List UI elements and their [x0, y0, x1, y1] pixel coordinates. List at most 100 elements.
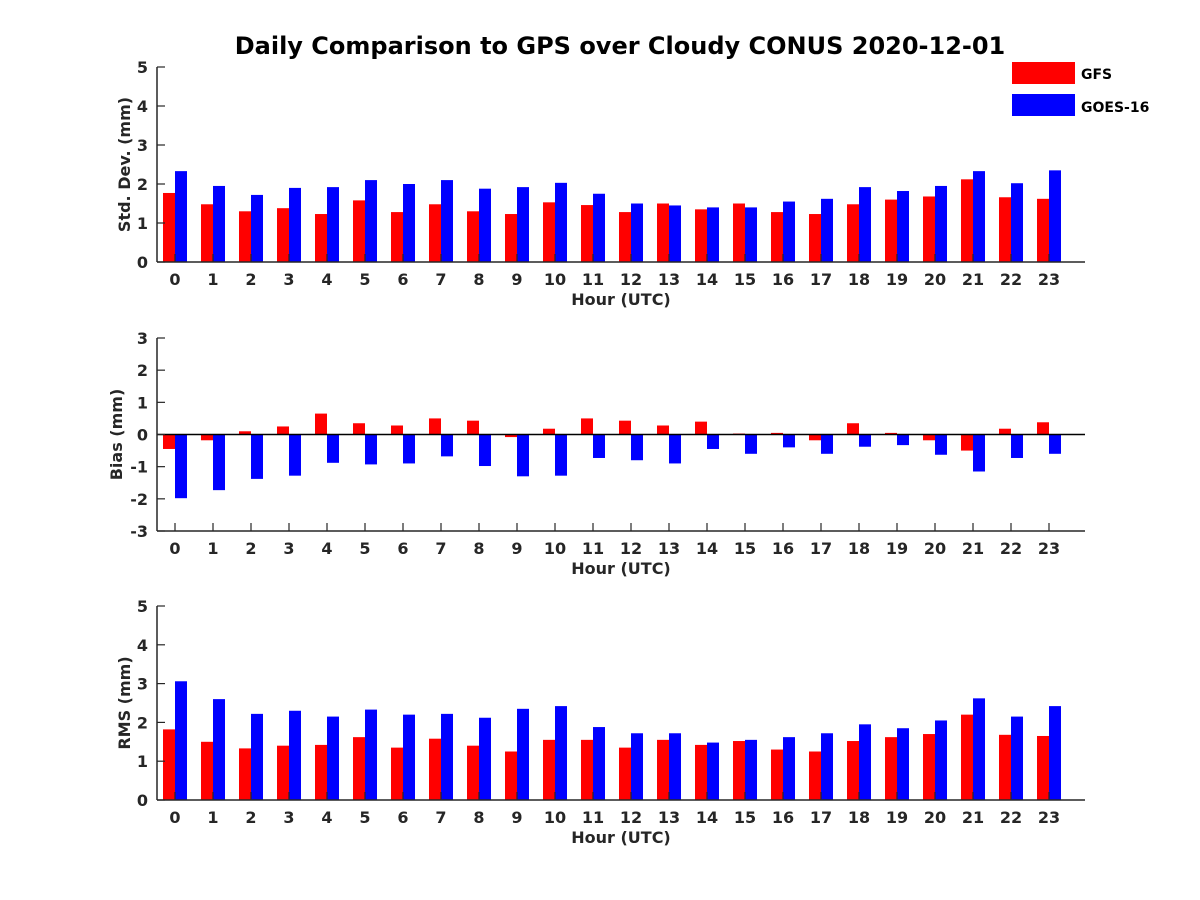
bar-gfs-hour-4 — [315, 744, 327, 800]
bar-gfs-hour-20 — [923, 434, 935, 441]
x-tick-label: 9 — [511, 539, 522, 558]
bar-goes-16-hour-7 — [441, 180, 453, 262]
bar-goes-16-hour-3 — [289, 187, 301, 262]
x-tick-label: 10 — [544, 808, 566, 827]
bar-goes-16-hour-14 — [707, 742, 719, 800]
bar-goes-16-hour-17 — [821, 198, 833, 262]
x-tick-label: 8 — [473, 539, 484, 558]
bar-gfs-hour-16 — [771, 212, 783, 262]
bar-gfs-hour-23 — [1037, 422, 1049, 435]
x-tick-label: 7 — [435, 808, 446, 827]
x-tick-label: 9 — [511, 270, 522, 289]
bar-gfs-hour-15 — [733, 203, 745, 262]
y-tick-label: 4 — [137, 97, 148, 116]
bar-gfs-hour-10 — [543, 428, 555, 435]
legend-label-gfs: GFS — [1081, 67, 1112, 83]
y-axis-label: Bias (mm) — [107, 389, 126, 481]
x-tick-label: 2 — [245, 270, 256, 289]
bar-goes-16-hour-8 — [479, 188, 491, 262]
x-tick-label: 20 — [924, 270, 946, 289]
bar-goes-16-hour-0 — [175, 681, 187, 800]
x-axis-label: Hour (UTC) — [571, 828, 671, 847]
bar-goes-16-hour-21 — [973, 698, 985, 800]
x-tick-label: 3 — [283, 270, 294, 289]
x-tick-label: 19 — [886, 808, 908, 827]
bar-gfs-hour-15 — [733, 741, 745, 800]
bar-gfs-hour-22 — [999, 428, 1011, 435]
bar-goes-16-hour-13 — [669, 434, 681, 464]
bar-gfs-hour-6 — [391, 212, 403, 262]
x-tick-label: 16 — [772, 270, 794, 289]
x-tick-label: 18 — [848, 270, 870, 289]
y-tick-label: 0 — [137, 426, 148, 445]
x-tick-label: 10 — [544, 539, 566, 558]
x-tick-label: 18 — [848, 808, 870, 827]
x-tick-label: 17 — [810, 539, 832, 558]
x-tick-label: 6 — [397, 808, 408, 827]
x-tick-label: 21 — [962, 539, 984, 558]
x-tick-label: 22 — [1000, 270, 1022, 289]
bar-goes-16-hour-21 — [973, 171, 985, 262]
bar-goes-16-hour-2 — [251, 713, 263, 800]
y-tick-label: 3 — [137, 675, 148, 694]
bar-goes-16-hour-4 — [327, 434, 339, 463]
bar-goes-16-hour-10 — [555, 434, 567, 476]
bar-gfs-hour-19 — [885, 432, 897, 435]
x-tick-label: 20 — [924, 808, 946, 827]
bar-goes-16-hour-8 — [479, 434, 491, 467]
bar-goes-16-hour-3 — [289, 710, 301, 800]
x-tick-label: 23 — [1038, 539, 1060, 558]
bar-goes-16-hour-23 — [1049, 434, 1061, 454]
bar-goes-16-hour-11 — [593, 193, 605, 262]
bar-goes-16-hour-15 — [745, 739, 757, 800]
y-tick-label: 3 — [137, 329, 148, 348]
x-tick-label: 15 — [734, 808, 756, 827]
bar-goes-16-hour-16 — [783, 434, 795, 448]
bar-gfs-hour-17 — [809, 751, 821, 800]
bar-goes-16-hour-16 — [783, 201, 795, 262]
x-tick-label: 8 — [473, 270, 484, 289]
bar-goes-16-hour-22 — [1011, 434, 1023, 458]
bar-goes-16-hour-6 — [403, 434, 415, 464]
bar-gfs-hour-17 — [809, 214, 821, 262]
bar-goes-16-hour-5 — [365, 434, 377, 465]
legend-swatch-goes16 — [1012, 94, 1075, 116]
y-tick-label: 1 — [137, 393, 148, 412]
bar-gfs-hour-19 — [885, 737, 897, 800]
x-tick-label: 7 — [435, 539, 446, 558]
x-tick-label: 22 — [1000, 539, 1022, 558]
x-tick-label: 12 — [620, 808, 642, 827]
x-tick-label: 16 — [772, 539, 794, 558]
bar-gfs-hour-23 — [1037, 735, 1049, 800]
bar-goes-16-hour-7 — [441, 713, 453, 800]
x-axis-label: Hour (UTC) — [571, 290, 671, 309]
bar-gfs-hour-4 — [315, 413, 327, 435]
bar-gfs-hour-10 — [543, 739, 555, 800]
bar-goes-16-hour-12 — [631, 434, 643, 461]
x-tick-label: 6 — [397, 270, 408, 289]
bar-gfs-hour-21 — [961, 179, 973, 262]
x-tick-label: 4 — [321, 808, 332, 827]
bar-goes-16-hour-9 — [517, 708, 529, 800]
bar-gfs-hour-0 — [163, 434, 175, 449]
bar-gfs-hour-16 — [771, 432, 783, 435]
bar-gfs-hour-9 — [505, 434, 517, 438]
chart-title: Daily Comparison to GPS over Cloudy CONU… — [235, 32, 1006, 60]
x-tick-label: 3 — [283, 808, 294, 827]
bar-gfs-hour-11 — [581, 739, 593, 800]
x-tick-label: 19 — [886, 539, 908, 558]
bar-goes-16-hour-23 — [1049, 706, 1061, 800]
legend-label-goes16: GOES-16 — [1081, 100, 1149, 116]
x-tick-label: 14 — [696, 808, 718, 827]
bar-gfs-hour-8 — [467, 745, 479, 800]
bar-gfs-hour-5 — [353, 423, 365, 435]
bar-goes-16-hour-9 — [517, 187, 529, 262]
x-tick-label: 5 — [359, 808, 370, 827]
bar-goes-16-hour-0 — [175, 434, 187, 499]
x-tick-label: 2 — [245, 539, 256, 558]
x-tick-label: 15 — [734, 270, 756, 289]
bar-goes-16-hour-5 — [365, 709, 377, 800]
x-tick-label: 11 — [582, 539, 604, 558]
bar-goes-16-hour-10 — [555, 182, 567, 262]
